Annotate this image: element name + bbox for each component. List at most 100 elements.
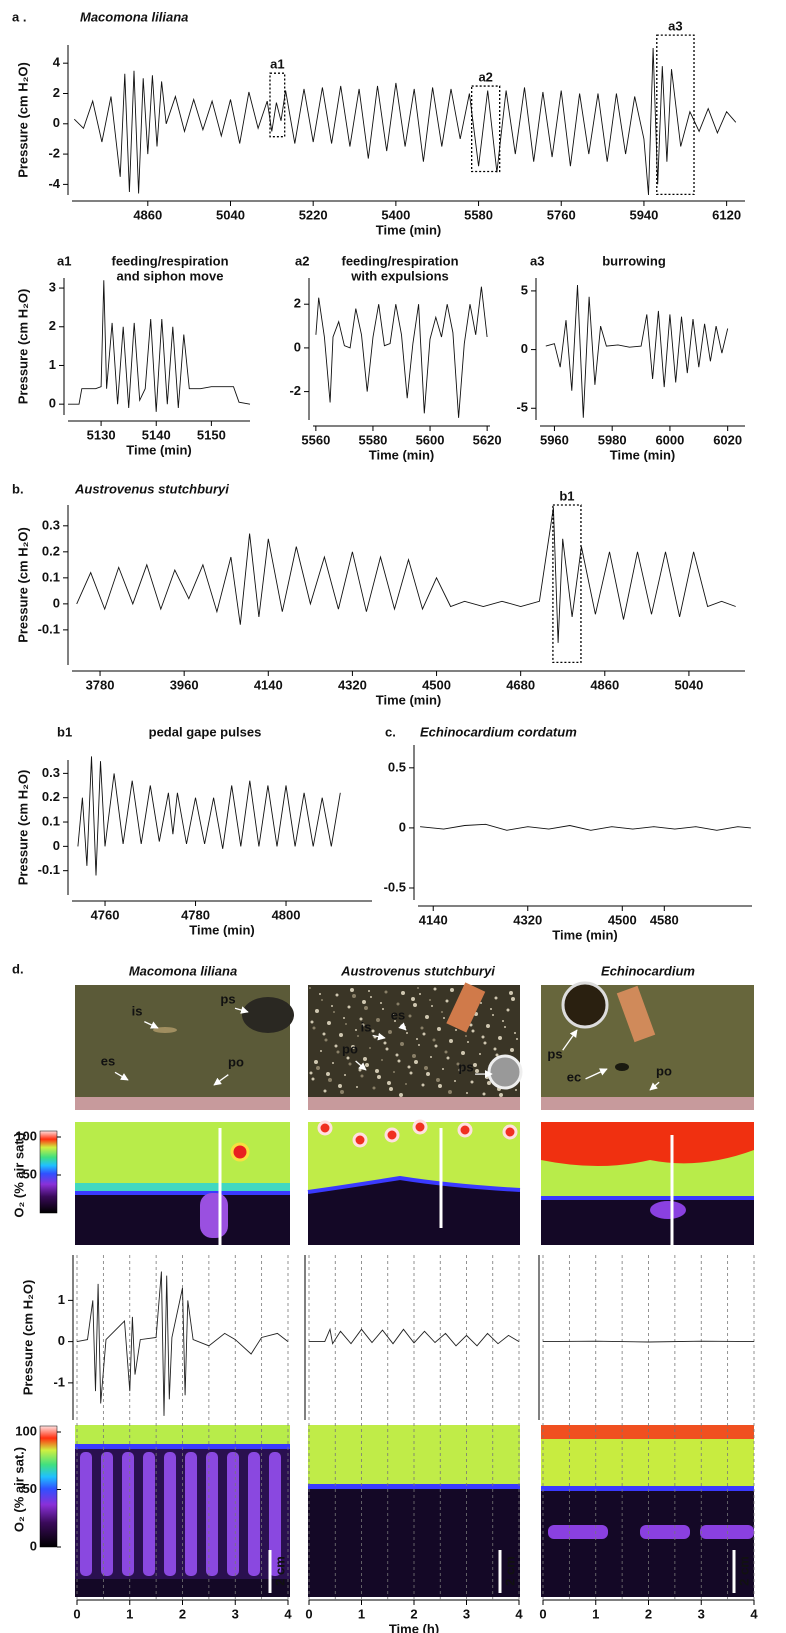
photo-speckle xyxy=(473,1063,477,1067)
x-tick-label: 1 xyxy=(592,1606,599,1621)
x-tick-label: 1 xyxy=(126,1606,133,1621)
x-tick-label: 4680 xyxy=(506,677,535,692)
photo-speckle xyxy=(314,1060,318,1064)
photo-speckle xyxy=(352,994,356,998)
y-tick-label: -0.1 xyxy=(38,862,60,877)
panel-title: burrowing xyxy=(602,253,666,268)
y-tick-label: 0.2 xyxy=(42,543,60,558)
burrow xyxy=(164,1452,176,1576)
photo-speckle xyxy=(465,1035,467,1037)
panel-label: a . xyxy=(12,9,26,24)
photo-label: es xyxy=(391,1007,405,1022)
photo-speckle xyxy=(498,1036,502,1040)
y-tick-label: 0.5 xyxy=(388,759,406,774)
photo-speckle xyxy=(395,1053,399,1057)
photo-speckle xyxy=(418,1044,420,1046)
oxic-edge xyxy=(75,1444,290,1449)
o2-spot xyxy=(352,1132,368,1148)
y-tick-label: 0 xyxy=(294,339,301,354)
photo-speckle xyxy=(362,1000,366,1004)
x-tick-label: 6020 xyxy=(713,432,742,447)
panel-title: Austrovenus stutchburyi xyxy=(340,963,495,978)
photo-speckle xyxy=(393,1071,395,1073)
photo-object xyxy=(153,1027,177,1033)
burrow xyxy=(200,1193,228,1238)
y-tick-label: 4 xyxy=(53,55,61,70)
scale-bar-label: 2 cm xyxy=(502,1556,517,1586)
y-tick-label: 0 xyxy=(53,838,60,853)
photo-label: po xyxy=(342,1041,358,1056)
panel-label: a3 xyxy=(530,253,544,268)
x-tick-label: 4760 xyxy=(91,907,120,922)
burrow xyxy=(101,1452,113,1576)
pressure-trace xyxy=(68,280,251,412)
x-tick-label: 5560 xyxy=(301,432,330,447)
x-tick-label: 5580 xyxy=(464,207,493,222)
photo-speckle xyxy=(320,1050,322,1052)
zoom-box-label: a1 xyxy=(270,57,284,72)
y-tick-label: -4 xyxy=(48,176,60,191)
photo-speckle xyxy=(445,999,449,1003)
panel-title: and siphon move xyxy=(117,268,224,283)
photo-speckle xyxy=(348,1062,352,1066)
burrow xyxy=(185,1452,197,1576)
photo-speckle xyxy=(331,1005,333,1007)
photo-speckle xyxy=(312,1026,316,1030)
zoom-box xyxy=(656,34,695,196)
photo-speckle xyxy=(311,1077,315,1081)
panel-title: with expulsions xyxy=(350,268,449,283)
x-tick-label: 5980 xyxy=(598,432,627,447)
photo-speckle xyxy=(412,1054,416,1058)
oxic-hot xyxy=(541,1122,754,1166)
photo-speckle xyxy=(385,1047,389,1051)
x-tick-label: 0 xyxy=(305,1606,312,1621)
photo-speckle xyxy=(509,991,513,995)
x-tick-label: 5040 xyxy=(216,207,245,222)
panel-title: Macomona liliana xyxy=(80,9,188,24)
photo-speckle xyxy=(486,1024,490,1028)
burrow xyxy=(548,1525,608,1539)
y-axis-label: Pressure (cm H₂O) xyxy=(15,527,30,643)
panel-label: b1 xyxy=(57,724,72,739)
colorbar-tick-label: 100 xyxy=(15,1128,37,1143)
photo-speckle xyxy=(458,1068,462,1072)
oxic-edge xyxy=(308,1484,520,1489)
photo-speckle xyxy=(340,1090,344,1094)
photo-speckle xyxy=(502,1020,504,1022)
photo-speckle xyxy=(422,1032,426,1036)
photo-label: po xyxy=(228,1054,244,1069)
x-tick-label: 5040 xyxy=(674,677,703,692)
x-tick-label: 4 xyxy=(515,1606,523,1621)
x-tick-label: 0 xyxy=(73,1606,80,1621)
photo-speckle xyxy=(360,1074,364,1078)
photo-speckle xyxy=(494,996,498,1000)
panel-label: b. xyxy=(12,481,24,496)
photo-speckle xyxy=(471,1029,475,1033)
panel-label: c. xyxy=(385,724,396,739)
photo-speckle xyxy=(482,1092,486,1096)
panel-title: Echinocardium cordatum xyxy=(420,724,577,739)
oxic-hot xyxy=(541,1425,754,1439)
oxic-edge xyxy=(75,1183,290,1192)
photo-speckle xyxy=(327,1021,331,1025)
photo-speckle xyxy=(334,1044,338,1048)
photo-speckle xyxy=(387,1081,391,1085)
photo-speckle xyxy=(504,1026,506,1028)
photo-speckle xyxy=(450,988,454,992)
photo-label: ec xyxy=(567,1069,581,1084)
photo-speckle xyxy=(420,1026,424,1030)
panel-label: d. xyxy=(12,961,24,976)
x-axis-label: Time (min) xyxy=(126,442,192,457)
photo-speckle xyxy=(510,1048,514,1052)
photo-arrow xyxy=(585,1068,608,1080)
photo-speckle xyxy=(433,987,437,991)
x-tick-label: 5150 xyxy=(197,427,226,442)
photo-speckle xyxy=(432,1038,436,1042)
photo-speckle xyxy=(357,1035,359,1037)
colorbar-label: O₂ (% air sat.) xyxy=(11,1447,26,1532)
photo-speckle xyxy=(322,1032,326,1036)
photo-speckle xyxy=(408,1014,412,1018)
photo-speckle xyxy=(358,1068,362,1072)
pressure-trace xyxy=(76,507,736,643)
